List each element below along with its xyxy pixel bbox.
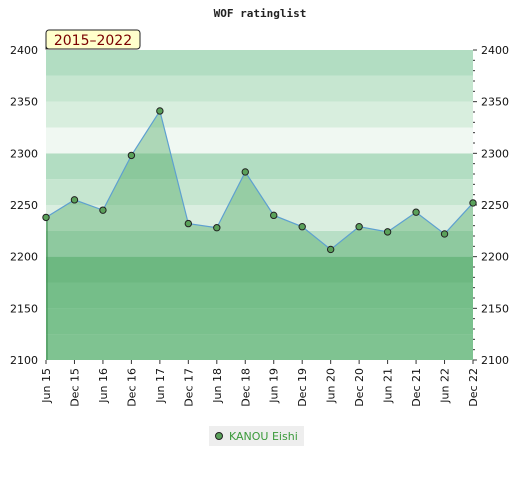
rating-band bbox=[46, 101, 473, 128]
y-tick-label-right: 2150 bbox=[481, 302, 509, 315]
data-point bbox=[326, 245, 335, 254]
data-points bbox=[42, 107, 477, 254]
data-point bbox=[213, 224, 221, 232]
rating-band bbox=[46, 153, 473, 180]
rating-band bbox=[46, 230, 473, 257]
rating-band bbox=[46, 282, 473, 309]
y-tick-label-right: 2200 bbox=[481, 251, 509, 264]
y-tick-label-right: 2400 bbox=[481, 44, 509, 57]
y-tick-label-left: 2200 bbox=[10, 251, 38, 264]
series-line bbox=[45, 109, 474, 251]
legend-label: KANOU Eishi bbox=[229, 429, 298, 443]
x-tick-label: Jun 16 bbox=[97, 368, 110, 404]
data-point bbox=[440, 230, 449, 238]
x-tick-label: Jun 20 bbox=[325, 368, 338, 404]
x-tick-label: Jun 22 bbox=[439, 368, 452, 404]
data-point bbox=[99, 206, 107, 214]
y-tick-label-left: 2350 bbox=[10, 96, 38, 109]
x-tick-label: Dec 18 bbox=[239, 368, 252, 407]
x-tick-label: Jun 21 bbox=[382, 368, 395, 404]
data-point bbox=[298, 223, 306, 231]
data-point bbox=[70, 196, 79, 204]
x-tick-label: Jun 15 bbox=[40, 368, 53, 404]
y-tick-label-left: 2300 bbox=[10, 147, 38, 160]
data-point bbox=[156, 107, 164, 115]
y-tick-label-right: 2100 bbox=[481, 354, 509, 367]
data-point bbox=[184, 219, 193, 228]
data-point bbox=[127, 151, 136, 160]
x-tick-label: Dec 15 bbox=[68, 368, 81, 407]
legend: KANOU Eishi bbox=[209, 426, 304, 446]
x-tick-label: Dec 19 bbox=[296, 368, 309, 407]
rating-bands bbox=[46, 50, 473, 360]
data-point bbox=[383, 228, 392, 236]
y-tick-label-left: 2100 bbox=[10, 354, 38, 367]
x-tick-label: Dec 21 bbox=[410, 368, 423, 407]
range-label: 2015–2022 bbox=[54, 33, 132, 49]
rating-area bbox=[45, 109, 474, 360]
x-tick-label: Jun 18 bbox=[211, 368, 224, 404]
rating-band bbox=[46, 75, 473, 102]
x-tick-label: Dec 16 bbox=[125, 368, 138, 407]
rating-band bbox=[46, 256, 473, 283]
x-tick-label: Jun 17 bbox=[154, 368, 167, 404]
data-point bbox=[469, 199, 477, 207]
rating-band bbox=[46, 308, 473, 335]
x-tick-label: Dec 22 bbox=[467, 368, 480, 407]
chart-title: WOF ratinglist bbox=[214, 7, 307, 20]
x-tick-label: Dec 17 bbox=[182, 368, 195, 407]
rating-band bbox=[46, 334, 473, 360]
y-tick-label-right: 2250 bbox=[481, 199, 509, 212]
x-tick-label: Dec 20 bbox=[353, 368, 366, 407]
data-point bbox=[355, 223, 363, 231]
y-tick-label-left: 2150 bbox=[10, 302, 38, 315]
x-tick-label: Jun 19 bbox=[268, 368, 281, 404]
data-point bbox=[42, 213, 50, 222]
y-tick-label-left: 2250 bbox=[10, 199, 38, 212]
legend-marker bbox=[215, 432, 223, 440]
data-point bbox=[241, 168, 249, 176]
y-tick-label-right: 2350 bbox=[481, 96, 509, 109]
rating-band bbox=[46, 127, 473, 154]
rating-band bbox=[46, 50, 473, 76]
rating-band bbox=[46, 205, 473, 231]
series-area bbox=[46, 110, 473, 360]
y-tick-label-left: 2400 bbox=[10, 44, 38, 57]
axes: 2100 2100 2150 2150 2200 2200 2250 2250 2300 2300… bbox=[10, 44, 509, 407]
y-tick-label-right: 2300 bbox=[481, 147, 509, 160]
data-point bbox=[412, 208, 420, 216]
data-point bbox=[270, 211, 278, 220]
range-badge: 2015–2022 bbox=[45, 29, 141, 50]
